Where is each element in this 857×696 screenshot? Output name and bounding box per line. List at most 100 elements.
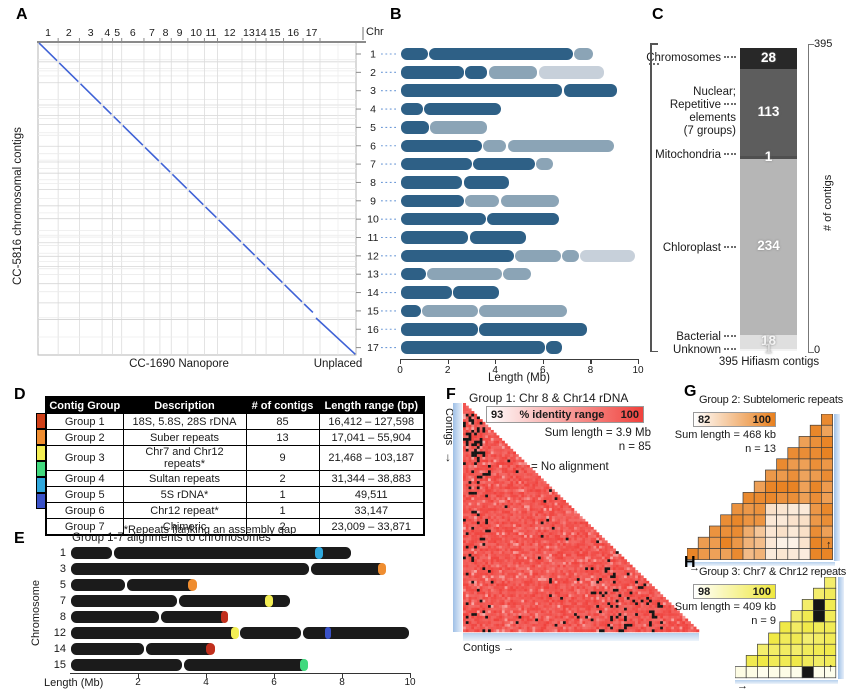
heatmap-cell — [482, 473, 486, 476]
heatmap-cell — [501, 588, 505, 592]
heatmap-cell — [479, 578, 483, 582]
heatmap-cell — [615, 602, 619, 606]
heatmap-cell — [493, 464, 497, 468]
heatmap-cell — [490, 518, 494, 522]
heatmap-cell — [468, 489, 472, 493]
panel-g-heatmap — [687, 414, 833, 560]
heatmap-cell — [465, 502, 469, 506]
heatmap-cell — [493, 489, 497, 493]
heatmap-cell — [479, 596, 483, 600]
heatmap-cell — [604, 556, 608, 560]
heatmap-cell — [524, 578, 528, 582]
heatmap-cell — [612, 613, 616, 617]
heatmap-cell — [587, 602, 591, 606]
segment-label-line: Chloroplast — [596, 242, 736, 255]
heatmap-cell — [479, 551, 483, 555]
heatmap-cell — [543, 489, 547, 493]
heatmap-cell — [565, 548, 569, 552]
heatmap-cell — [465, 411, 469, 415]
contig-segment — [473, 157, 536, 171]
heatmap-cell — [468, 607, 472, 611]
heatmap-cell — [821, 525, 833, 538]
heatmap-cell — [532, 559, 536, 563]
heatmap-cell — [615, 629, 619, 633]
heatmap-cell — [607, 623, 611, 627]
heatmap-cell — [529, 613, 533, 617]
x-axis-tick — [638, 358, 640, 364]
heatmap-cell — [468, 623, 472, 627]
heatmap-cell — [593, 553, 597, 557]
heatmap-cell — [501, 486, 505, 490]
heatmap-cell — [504, 570, 508, 573]
heatmap-cell — [463, 419, 467, 423]
heatmap-cell — [487, 618, 492, 622]
heatmap-cell — [557, 580, 561, 584]
heatmap-cell — [540, 494, 544, 498]
heatmap-cell — [518, 613, 522, 617]
heatmap-cell — [524, 607, 528, 611]
heatmap-cell — [549, 618, 553, 622]
heatmap-cell — [618, 623, 622, 627]
heatmap-cell — [518, 575, 522, 579]
segment-label-line: elements — [689, 112, 736, 124]
heatmap-cell — [554, 588, 558, 592]
heatmap-cell — [612, 575, 616, 579]
heatmap-cell — [618, 567, 622, 571]
heatmap-cell — [499, 529, 503, 533]
heatmap-cell — [463, 610, 467, 614]
heatmap-cell — [518, 532, 522, 536]
heatmap-cell — [601, 575, 605, 579]
heatmap-cell — [490, 578, 494, 582]
heatmap-cell — [471, 540, 475, 544]
heatmap-cell — [490, 540, 494, 544]
heatmap-cell — [471, 535, 475, 538]
heatmap-cell — [551, 561, 555, 565]
heatmap-cell — [646, 605, 650, 609]
heatmap-cell — [579, 605, 583, 609]
heatmap-cell — [487, 535, 492, 538]
heatmap-cell — [665, 615, 669, 619]
heatmap-cell — [512, 467, 517, 471]
heatmap-cell — [596, 559, 600, 563]
heatmap-cell — [518, 497, 522, 501]
heatmap-cell — [512, 508, 517, 512]
heatmap-cell — [546, 572, 550, 576]
heatmap-cell — [476, 580, 480, 584]
heatmap-cell — [549, 580, 553, 584]
heatmap-cell — [529, 605, 533, 609]
heatmap-cell — [565, 623, 569, 627]
heatmap-cell — [529, 535, 533, 538]
heatmap-cell — [526, 572, 530, 576]
heatmap-cell — [468, 532, 472, 536]
heatmap-cell — [557, 613, 561, 617]
heatmap-cell — [526, 583, 530, 587]
heatmap-cell — [593, 556, 597, 560]
heatmap-cell — [521, 575, 525, 579]
heatmap-cell — [549, 567, 553, 571]
heatmap-cell — [635, 605, 639, 609]
heatmap-cell — [615, 567, 619, 571]
heatmap-cell — [474, 556, 478, 560]
heatmap-cell — [579, 588, 583, 592]
heatmap-cell — [482, 429, 486, 433]
heatmap-cell — [551, 572, 555, 576]
heatmap-cell — [496, 605, 500, 609]
heatmap-cell — [593, 607, 597, 611]
heatmap-cell — [646, 588, 650, 592]
heatmap-cell — [571, 610, 575, 614]
contig-segment — [400, 102, 424, 116]
heatmap-cell — [643, 629, 647, 633]
heatmap-cell — [485, 497, 489, 501]
heatmap-cell — [529, 629, 533, 633]
heatmap-cell — [493, 516, 497, 520]
heatmap-cell — [532, 583, 536, 587]
heatmap-cell — [526, 499, 530, 503]
heatmap-cell — [468, 413, 472, 417]
heatmap-cell — [476, 548, 480, 552]
heatmap-cell — [662, 615, 666, 619]
group-color-swatch — [36, 445, 46, 461]
heatmap-cell — [471, 416, 475, 420]
heatmap-cell — [660, 602, 664, 606]
heatmap-cell — [482, 564, 486, 568]
heatmap-cell — [582, 629, 586, 633]
